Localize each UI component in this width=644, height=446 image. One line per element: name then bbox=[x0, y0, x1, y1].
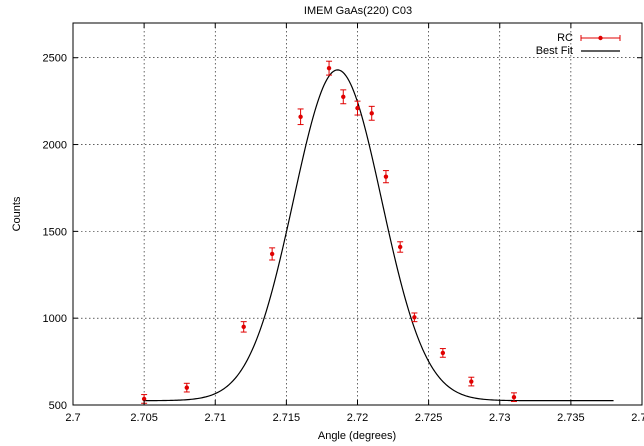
point-marker bbox=[440, 350, 446, 356]
x-axis-title: Angle (degrees) bbox=[318, 430, 396, 442]
x-tick-label: 2.735 bbox=[557, 412, 585, 424]
data-point bbox=[382, 170, 389, 184]
chart-title: IMEM GaAs(220) C03 bbox=[304, 5, 412, 17]
best-fit-layer bbox=[144, 69, 614, 402]
data-point bbox=[368, 105, 375, 121]
y-tick-label: 500 bbox=[49, 400, 67, 412]
point-marker bbox=[269, 251, 275, 257]
point-marker bbox=[184, 385, 189, 390]
legend-symbol-rc bbox=[580, 35, 621, 41]
point-marker bbox=[469, 379, 474, 384]
legend: RC Best Fit bbox=[536, 32, 621, 57]
axis-ticks: 2.7 2.705 2.71 2.715 2.72 2.725 2.73 2.735 2.74 5… bbox=[43, 23, 644, 424]
x-tick-label: 2.715 bbox=[273, 412, 301, 424]
x-tick-label: 2.74 bbox=[631, 412, 644, 424]
point-marker bbox=[412, 315, 417, 320]
data-point bbox=[411, 312, 418, 323]
data-point bbox=[510, 392, 517, 403]
data-points-layer bbox=[141, 60, 517, 404]
data-point bbox=[240, 321, 247, 333]
point-marker bbox=[298, 114, 303, 119]
data-point bbox=[397, 241, 404, 253]
data-point bbox=[297, 108, 304, 126]
data-point bbox=[183, 382, 190, 393]
x-tick-label: 2.73 bbox=[489, 412, 510, 424]
legend-label-rc: RC bbox=[557, 32, 573, 44]
data-point bbox=[269, 247, 276, 261]
point-marker bbox=[141, 396, 147, 402]
point-marker bbox=[383, 174, 389, 179]
data-point bbox=[439, 348, 446, 358]
gridlines bbox=[73, 23, 642, 405]
point-marker bbox=[397, 244, 403, 250]
data-point bbox=[354, 100, 361, 116]
y-tick-label: 2500 bbox=[43, 53, 67, 65]
point-marker bbox=[241, 324, 246, 330]
point-marker bbox=[369, 111, 374, 116]
data-point bbox=[468, 376, 475, 387]
data-point bbox=[340, 89, 347, 105]
x-tick-label: 2.725 bbox=[415, 412, 443, 424]
best-fit-curve bbox=[144, 69, 614, 402]
x-tick-label: 2.7 bbox=[65, 412, 80, 424]
y-tick-label: 1000 bbox=[43, 313, 67, 325]
x-tick-label: 2.72 bbox=[347, 412, 368, 424]
y-tick-label: 1500 bbox=[43, 226, 67, 238]
x-tick-label: 2.705 bbox=[130, 412, 158, 424]
data-point bbox=[326, 60, 333, 76]
point-marker bbox=[511, 394, 517, 400]
point-marker bbox=[326, 65, 332, 71]
y-tick-label: 2000 bbox=[43, 140, 67, 152]
x-tick-label: 2.71 bbox=[205, 412, 226, 424]
y-axis-title: Counts bbox=[11, 196, 23, 231]
legend-rc-marker bbox=[598, 35, 603, 41]
point-marker bbox=[355, 105, 360, 111]
legend-label-best-fit: Best Fit bbox=[536, 45, 573, 57]
point-marker bbox=[341, 94, 346, 99]
